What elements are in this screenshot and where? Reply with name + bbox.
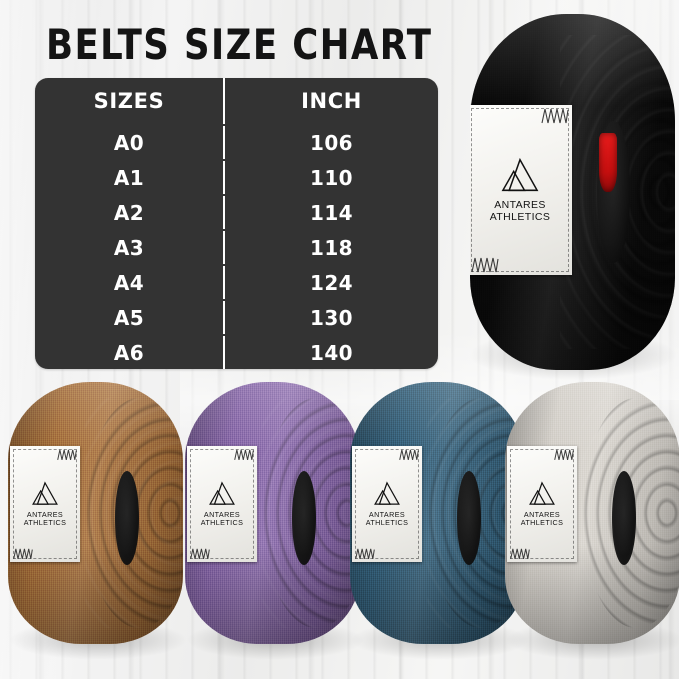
antares-triangle-logo-icon (209, 481, 235, 505)
table-row: A4 124 (35, 266, 438, 299)
brand-name-line1: ANTARES (494, 198, 546, 211)
cell-inch: 124 (225, 266, 438, 299)
cell-inch: 106 (225, 126, 438, 159)
label-zigzag-stitch-icon (57, 449, 77, 460)
cell-size: A4 (35, 266, 223, 299)
table-row: A5 130 (35, 301, 438, 334)
brand-name-line1: ANTARES (523, 509, 561, 519)
label-zigzag-stitch-icon (399, 449, 419, 460)
brand-label: ANTARES ATHLETICS (507, 446, 577, 562)
table-row: A0 106 (35, 126, 438, 159)
cell-size: A2 (35, 196, 223, 229)
cell-size: A3 (35, 231, 223, 264)
white-belt: ANTARES ATHLETICS (505, 382, 679, 644)
white-belt-core (611, 471, 637, 566)
purple-belt: ANTARES ATHLETICS (185, 382, 360, 644)
cell-inch: 140 (225, 336, 438, 369)
cell-size: A0 (35, 126, 223, 159)
cell-inch: 114 (225, 196, 438, 229)
label-zigzag-stitch-icon (471, 257, 499, 273)
label-stitch-border (190, 449, 254, 559)
black-belt-red-tab (599, 133, 617, 192)
antares-triangle-logo-icon (529, 481, 555, 505)
brand-name-line1: ANTARES (203, 509, 241, 519)
table-header-inch: INCH (225, 78, 438, 124)
label-stitch-border (510, 449, 574, 559)
size-chart-table: SIZES INCH A0 106 A1 110 A2 114 A3 118 A… (35, 78, 438, 369)
brand-name-line2: ATHLETICS (23, 518, 67, 527)
brand-label: ANTARES ATHLETICS (187, 446, 257, 562)
table-row: A1 110 (35, 161, 438, 194)
label-zigzag-stitch-icon (13, 548, 33, 559)
brown-belt-core (114, 471, 140, 566)
brand-name-line2: ATHLETICS (365, 518, 409, 527)
label-zigzag-stitch-icon (541, 108, 569, 124)
label-zigzag-stitch-icon (554, 449, 574, 460)
purple-belt-coil-rings (262, 397, 360, 629)
brand-label: ANTARES ATHLETICS (470, 105, 572, 275)
brand-name-line2: ATHLETICS (489, 210, 551, 223)
table-row: A6 140 (35, 336, 438, 369)
table-row: A2 114 (35, 196, 438, 229)
table-row: A3 118 (35, 231, 438, 264)
cell-inch: 130 (225, 301, 438, 334)
black-belt-coil-rings (560, 35, 675, 349)
brand-name-line2: ATHLETICS (520, 518, 564, 527)
brand-name-line1: ANTARES (26, 509, 64, 519)
label-zigzag-stitch-icon (510, 548, 530, 559)
purple-belt-core (291, 471, 317, 566)
blue-belt-core (456, 471, 482, 566)
brand-name-line1: ANTARES (368, 509, 406, 519)
brand-label: ANTARES ATHLETICS (10, 446, 80, 562)
antares-triangle-logo-icon (32, 481, 58, 505)
label-stitch-border (355, 449, 419, 559)
page-title: BELTS SIZE CHART (46, 20, 433, 69)
antares-triangle-logo-icon (501, 157, 539, 191)
label-zigzag-stitch-icon (234, 449, 254, 460)
cell-size: A5 (35, 301, 223, 334)
cell-inch: 118 (225, 231, 438, 264)
label-zigzag-stitch-icon (355, 548, 375, 559)
label-stitch-border (471, 108, 569, 272)
label-stitch-border (13, 449, 77, 559)
black-belt: ANTARES ATHLETICS (470, 14, 675, 370)
brand-name-line2: ATHLETICS (200, 518, 244, 527)
table-header-row: SIZES INCH (35, 78, 438, 124)
blue-belt: ANTARES ATHLETICS (350, 382, 525, 644)
brown-belt-coil-rings (85, 397, 183, 629)
label-zigzag-stitch-icon (190, 548, 210, 559)
cell-inch: 110 (225, 161, 438, 194)
cell-size: A6 (35, 336, 223, 369)
cell-size: A1 (35, 161, 223, 194)
table-header-sizes: SIZES (35, 78, 223, 124)
antares-triangle-logo-icon (374, 481, 400, 505)
brand-label: ANTARES ATHLETICS (352, 446, 422, 562)
brown-belt: ANTARES ATHLETICS (8, 382, 183, 644)
